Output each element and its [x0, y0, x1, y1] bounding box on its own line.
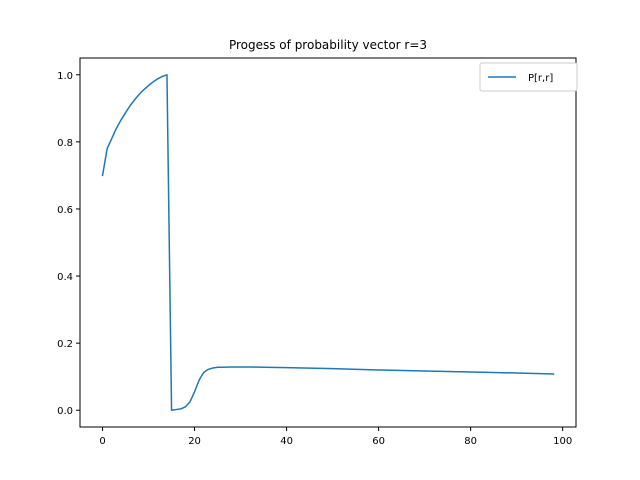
- y-tick-label: 0.0: [57, 406, 73, 417]
- y-tick-label: 1.0: [57, 71, 73, 82]
- plot-frame: [79, 57, 577, 428]
- x-tick-label: 60: [372, 436, 385, 447]
- y-tick-label: 0.2: [57, 339, 73, 350]
- x-tick-label: 0: [99, 436, 105, 447]
- chart-title: Progess of probability vector r=3: [229, 38, 427, 52]
- x-tick-label: 80: [464, 436, 477, 447]
- y-tick-label: 0.4: [57, 272, 73, 283]
- y-tick-label: 0.8: [57, 138, 73, 149]
- x-tick-label: 40: [280, 436, 293, 447]
- series-line: [101, 74, 555, 411]
- y-tick-label: 0.6: [57, 205, 73, 216]
- legend-label: P[r,r]: [528, 73, 553, 84]
- x-tick-label: 100: [553, 436, 572, 447]
- legend: P[r,r]: [479, 62, 578, 92]
- plot-area: 0 20 40 60 80 100 0.0 0.2 0.4 0.6 0.8 1.0: [57, 57, 577, 447]
- legend-box: [479, 62, 578, 92]
- x-tick-label: 20: [188, 436, 201, 447]
